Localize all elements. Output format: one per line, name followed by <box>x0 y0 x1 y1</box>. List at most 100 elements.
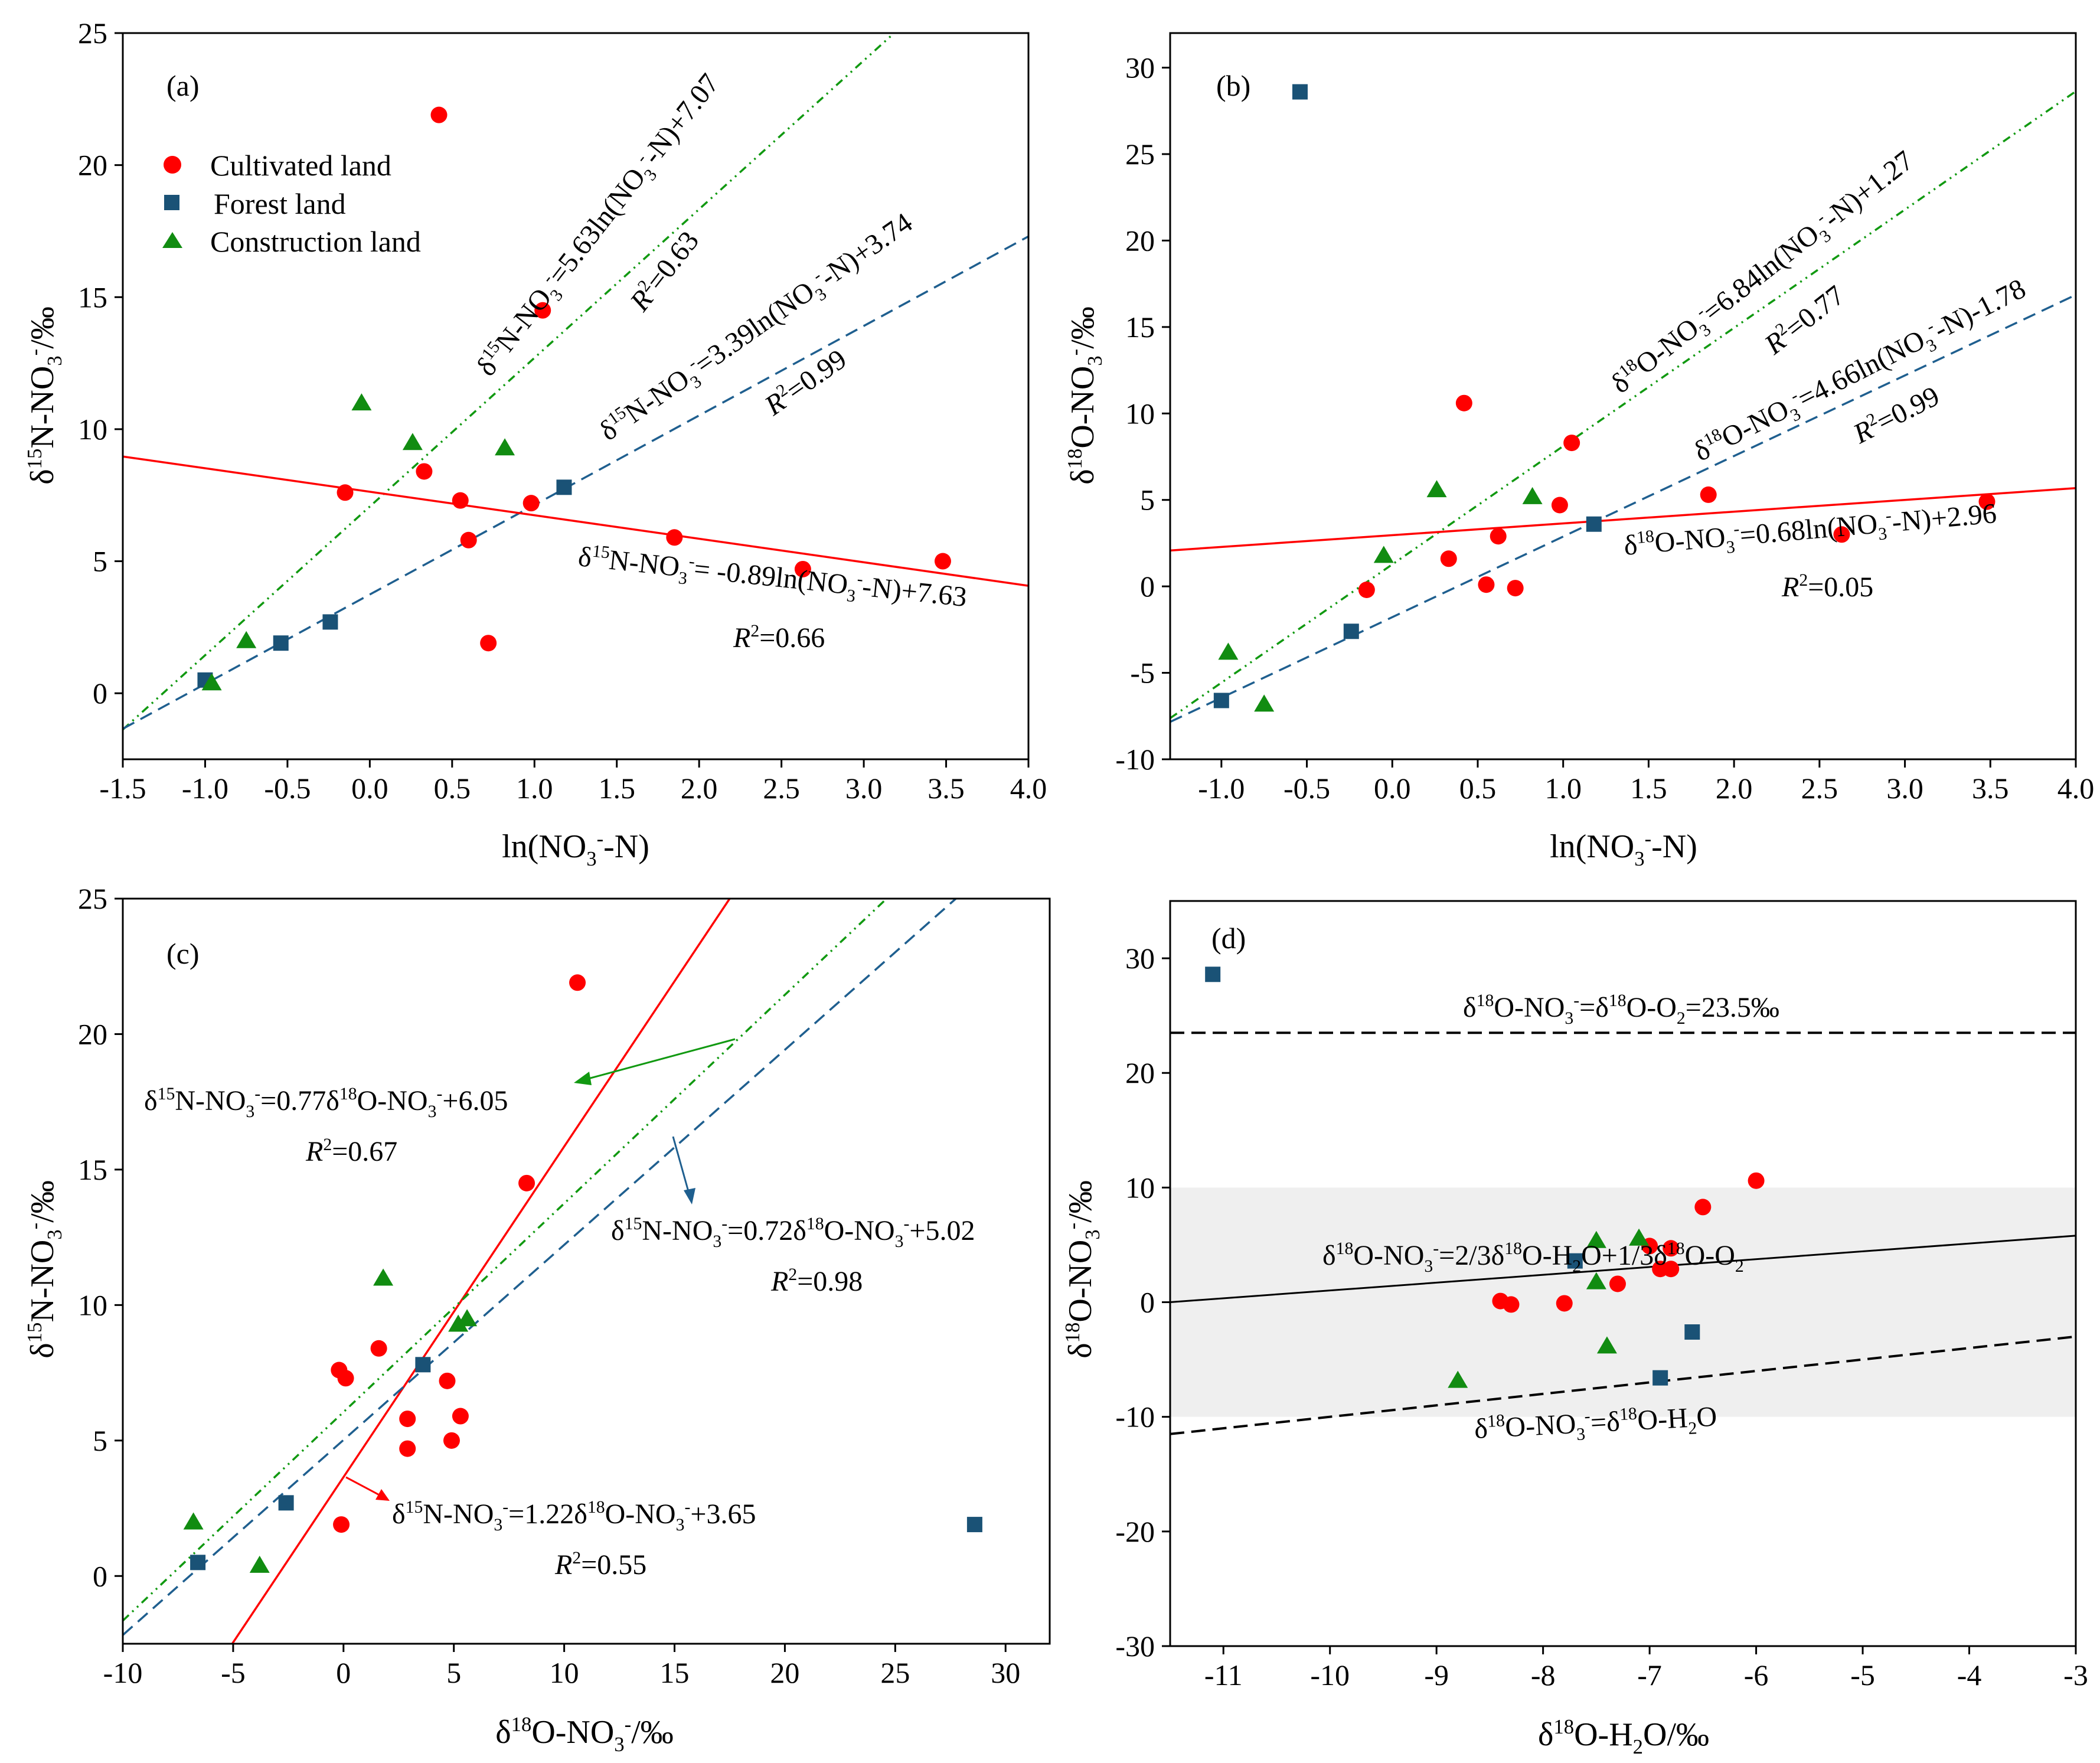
construction-point <box>1218 642 1239 660</box>
panel-d-ylabel: δ18O-NO3-/‰ <box>1061 1180 1104 1359</box>
y-tick-label: 20 <box>1125 224 1155 257</box>
y-tick-label: 20 <box>78 1017 107 1050</box>
panel-a-fit-forest-eq: δ15N-NO3-=3.39ln(NO3--N)+3.74 <box>593 206 921 451</box>
forest-point <box>1567 1253 1583 1269</box>
x-tick-label: -6 <box>1744 1658 1769 1692</box>
panel-c-arrow-construction <box>574 1038 736 1085</box>
panel-c-fit-forest-eq: δ15N-NO3-=0.72δ18O-NO3-+5.02 <box>611 1214 975 1251</box>
construction-point <box>495 438 515 456</box>
panel-a-fit-construction-r2: R2=0.63 <box>623 225 706 318</box>
cultivated-point <box>430 106 448 123</box>
x-tick-label: 2.5 <box>763 772 800 805</box>
cultivated-point <box>337 484 354 501</box>
x-tick-label: -8 <box>1531 1658 1556 1692</box>
cultivated-point <box>1663 1261 1680 1278</box>
panel-d-ref-o2-label: δ18O-NO3-=δ18O-O2=23.5‰ <box>1463 991 1779 1028</box>
construction-point <box>448 1314 469 1332</box>
y-tick-label: 10 <box>78 413 107 446</box>
construction-point <box>1254 694 1275 712</box>
y-tick-label: 30 <box>1125 51 1155 84</box>
fit-line-cultivated <box>1170 487 2076 552</box>
x-tick-label: 0.5 <box>1459 772 1497 805</box>
y-tick-label: -5 <box>1130 657 1155 690</box>
construction-point <box>249 1555 270 1573</box>
y-tick-label: 0 <box>1140 1286 1155 1319</box>
x-tick-label: -5 <box>221 1656 246 1689</box>
cultivated-point <box>934 553 951 570</box>
cultivated-point <box>443 1432 460 1449</box>
y-tick-label: 10 <box>1125 397 1155 430</box>
x-tick-label: -4 <box>1957 1658 1982 1692</box>
x-tick-label: 1.0 <box>1544 772 1582 805</box>
fit-line-cultivated <box>231 899 731 1644</box>
y-tick-label: 0 <box>93 1559 107 1592</box>
x-tick-label: -9 <box>1424 1658 1449 1692</box>
cultivated-point <box>1978 493 1996 510</box>
x-tick-label: 1.5 <box>1630 772 1667 805</box>
panel-c-tag: (c) <box>166 937 200 970</box>
x-tick-label: -10 <box>1310 1658 1350 1692</box>
x-tick-label: -11 <box>1204 1658 1243 1692</box>
x-tick-label: 10 <box>550 1656 579 1689</box>
construction-point <box>373 1268 394 1286</box>
construction-point <box>1586 1230 1606 1248</box>
construction-point <box>402 433 423 450</box>
cultivated-point <box>1748 1172 1765 1189</box>
cultivated-point <box>1833 526 1850 543</box>
cultivated-point <box>1455 394 1472 412</box>
y-tick-label: 15 <box>78 1153 107 1186</box>
construction-point <box>1522 487 1543 504</box>
panel-c-ylabel: δ15N-NO3-/‰ <box>23 1180 66 1359</box>
cultivated-point <box>370 1340 387 1357</box>
cultivated-point <box>480 635 497 652</box>
panel-a-frame <box>122 32 1030 760</box>
cultivated-point <box>1440 550 1457 567</box>
forest-point <box>1205 967 1221 982</box>
panel-c-fit-construction-eq: δ15N-NO3-=0.77δ18O-NO3-+6.05 <box>144 1084 508 1121</box>
panel-c-fit-cultivated-eq: δ15N-NO3-=1.22δ18O-NO3-+3.65 <box>392 1497 756 1535</box>
y-tick-label: 10 <box>1125 1171 1155 1204</box>
legend-construction-marker <box>162 232 182 248</box>
x-tick-label: -0.5 <box>264 772 311 805</box>
legend-forest-label: Forest land <box>214 187 346 220</box>
reference-line-mix <box>1170 1235 2076 1304</box>
x-tick-label: -1.0 <box>1198 772 1245 805</box>
legend-construction-label: Construction land <box>210 225 421 258</box>
panel-a-fit-forest-r2: R2=0.99 <box>758 342 853 422</box>
panel-b-frame <box>1169 32 2077 760</box>
panel-a: -1.5 -1.0 -0.5 0.0 0.5 1.0 1.5 2.0 2.5 3.0 3.5 4.0 … <box>23 17 1047 870</box>
forest-point <box>1213 693 1229 709</box>
y-tick-label: 5 <box>1140 484 1155 517</box>
panel-d-ref-h2o-label: δ18O-NO3-=δ18O-H2O <box>1474 1400 1718 1449</box>
x-tick-label: 0.5 <box>434 772 471 805</box>
x-tick-label: 5 <box>446 1656 461 1689</box>
panel-a-fit-cultivated-eq: δ15N-NO3-= -0.89ln(NO3--N)+7.63 <box>576 540 968 618</box>
x-tick-label: 0.0 <box>1374 772 1411 805</box>
legend-cultivated-marker <box>164 156 181 174</box>
y-tick-label: 10 <box>78 1288 107 1321</box>
construction-point <box>351 393 372 411</box>
panel-a-ylabel: δ15N-NO3-/‰ <box>23 306 66 485</box>
cultivated-point <box>1700 486 1717 503</box>
x-tick-label: 3.0 <box>845 772 883 805</box>
cultivated-point <box>518 1174 535 1191</box>
fit-line-forest <box>123 899 958 1636</box>
y-tick-label: -30 <box>1115 1630 1155 1663</box>
x-tick-label: 0.0 <box>351 772 388 805</box>
x-tick-label: -0.5 <box>1283 772 1330 805</box>
fit-line-cultivated <box>123 455 1028 587</box>
x-tick-label: 2.0 <box>1716 772 1753 805</box>
y-tick-label: 20 <box>1125 1056 1155 1089</box>
cultivated-point <box>1694 1199 1712 1216</box>
cultivated-point <box>452 1408 469 1425</box>
construction-point <box>236 631 257 648</box>
x-tick-label: 0 <box>336 1656 351 1689</box>
cultivated-point <box>337 1370 354 1387</box>
panel-a-fit-construction-eq: δ15N-NO3-=5.63ln(NO3--N)+7.07 <box>469 67 729 385</box>
y-tick-label: 25 <box>78 882 107 915</box>
forest-point <box>273 635 289 651</box>
y-tick-label: 0 <box>93 677 107 710</box>
fit-line-forest <box>1170 293 2076 723</box>
cultivated-point <box>522 495 540 512</box>
